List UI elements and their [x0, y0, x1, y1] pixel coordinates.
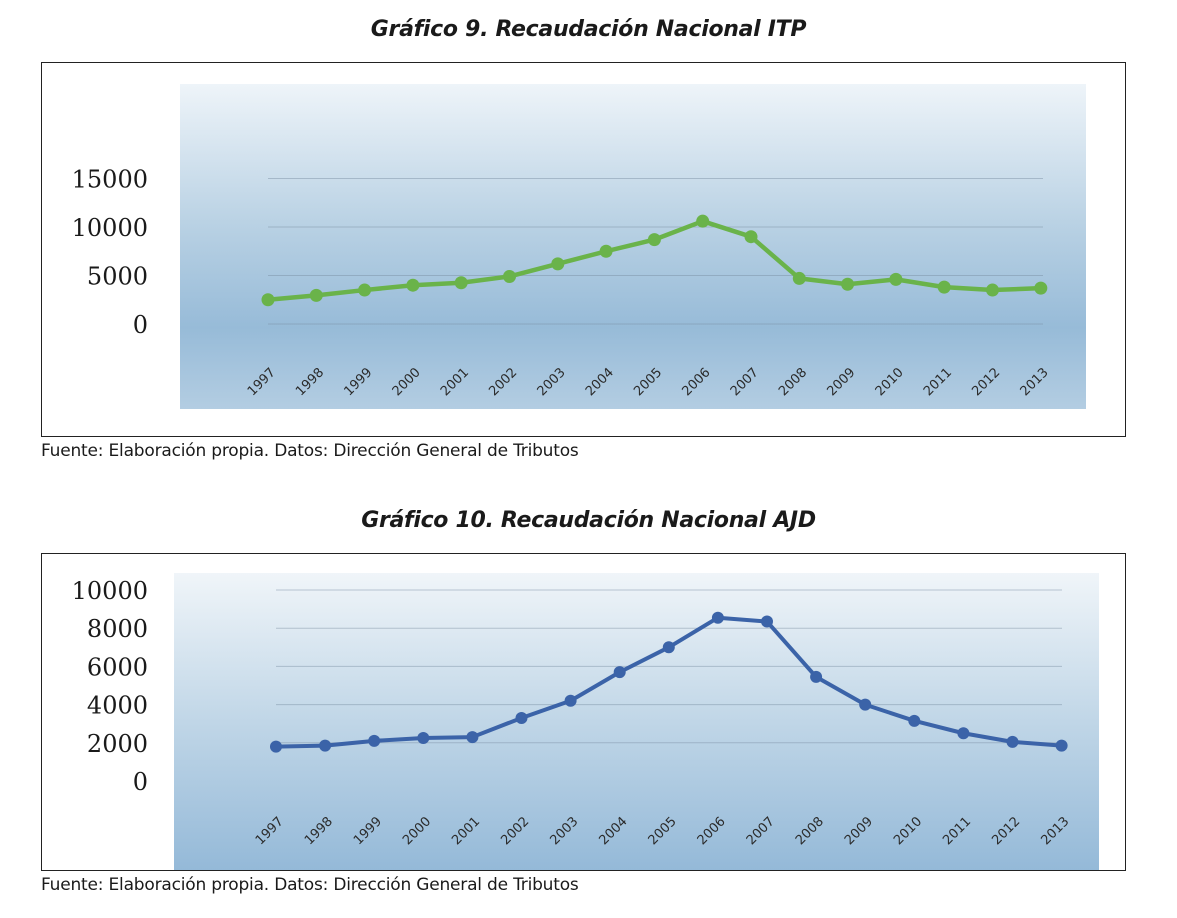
data-point	[647, 233, 661, 247]
data-point	[261, 293, 275, 307]
data-point	[454, 276, 468, 290]
data-point	[564, 694, 577, 707]
data-point	[696, 214, 710, 228]
data-point	[908, 714, 921, 727]
data-point	[551, 257, 565, 271]
data-point	[986, 283, 999, 297]
data-point	[406, 278, 420, 292]
data-point	[309, 288, 323, 302]
y-tick-label: 10000	[72, 214, 148, 242]
y-tick-label: 8000	[87, 615, 148, 643]
data-point	[662, 641, 675, 654]
data-point	[503, 269, 516, 283]
data-point	[1055, 739, 1068, 752]
data-point	[841, 277, 855, 291]
chart10-frame	[41, 553, 1126, 871]
data-point	[761, 615, 773, 628]
y-tick-label: 2000	[87, 730, 148, 758]
chart10-source: Fuente: Elaboración propia. Datos: Direc…	[41, 875, 579, 895]
data-point	[744, 230, 758, 244]
data-point	[1034, 281, 1048, 295]
chart9-source: Fuente: Elaboración propia. Datos: Direc…	[41, 441, 579, 461]
data-point	[889, 272, 903, 286]
data-point	[466, 731, 479, 744]
y-tick-label: 0	[133, 768, 148, 796]
chart10-caption: Gráfico 10. Recaudación Nacional AJD	[361, 508, 816, 533]
y-tick-label: 4000	[87, 692, 148, 720]
y-tick-label: 10000	[72, 577, 148, 605]
data-point	[417, 732, 430, 745]
data-point	[358, 283, 372, 297]
data-point	[515, 711, 528, 724]
data-point	[792, 271, 806, 285]
data-point	[368, 734, 381, 747]
data-point	[859, 698, 872, 711]
data-point	[613, 666, 626, 679]
chart9-caption: Gráfico 9. Recaudación Nacional ITP	[370, 17, 807, 42]
data-point	[937, 280, 951, 294]
data-point	[599, 244, 613, 258]
y-tick-label: 15000	[72, 166, 148, 194]
data-point	[810, 670, 823, 683]
data-point	[957, 727, 970, 740]
chart10-plot-area	[174, 573, 1099, 871]
y-tick-label: 0	[133, 311, 148, 339]
data-point	[711, 611, 724, 624]
data-point	[319, 739, 332, 752]
y-tick-label: 5000	[87, 263, 148, 291]
data-point	[270, 740, 282, 753]
y-tick-label: 6000	[87, 653, 148, 681]
data-point	[1006, 735, 1019, 748]
